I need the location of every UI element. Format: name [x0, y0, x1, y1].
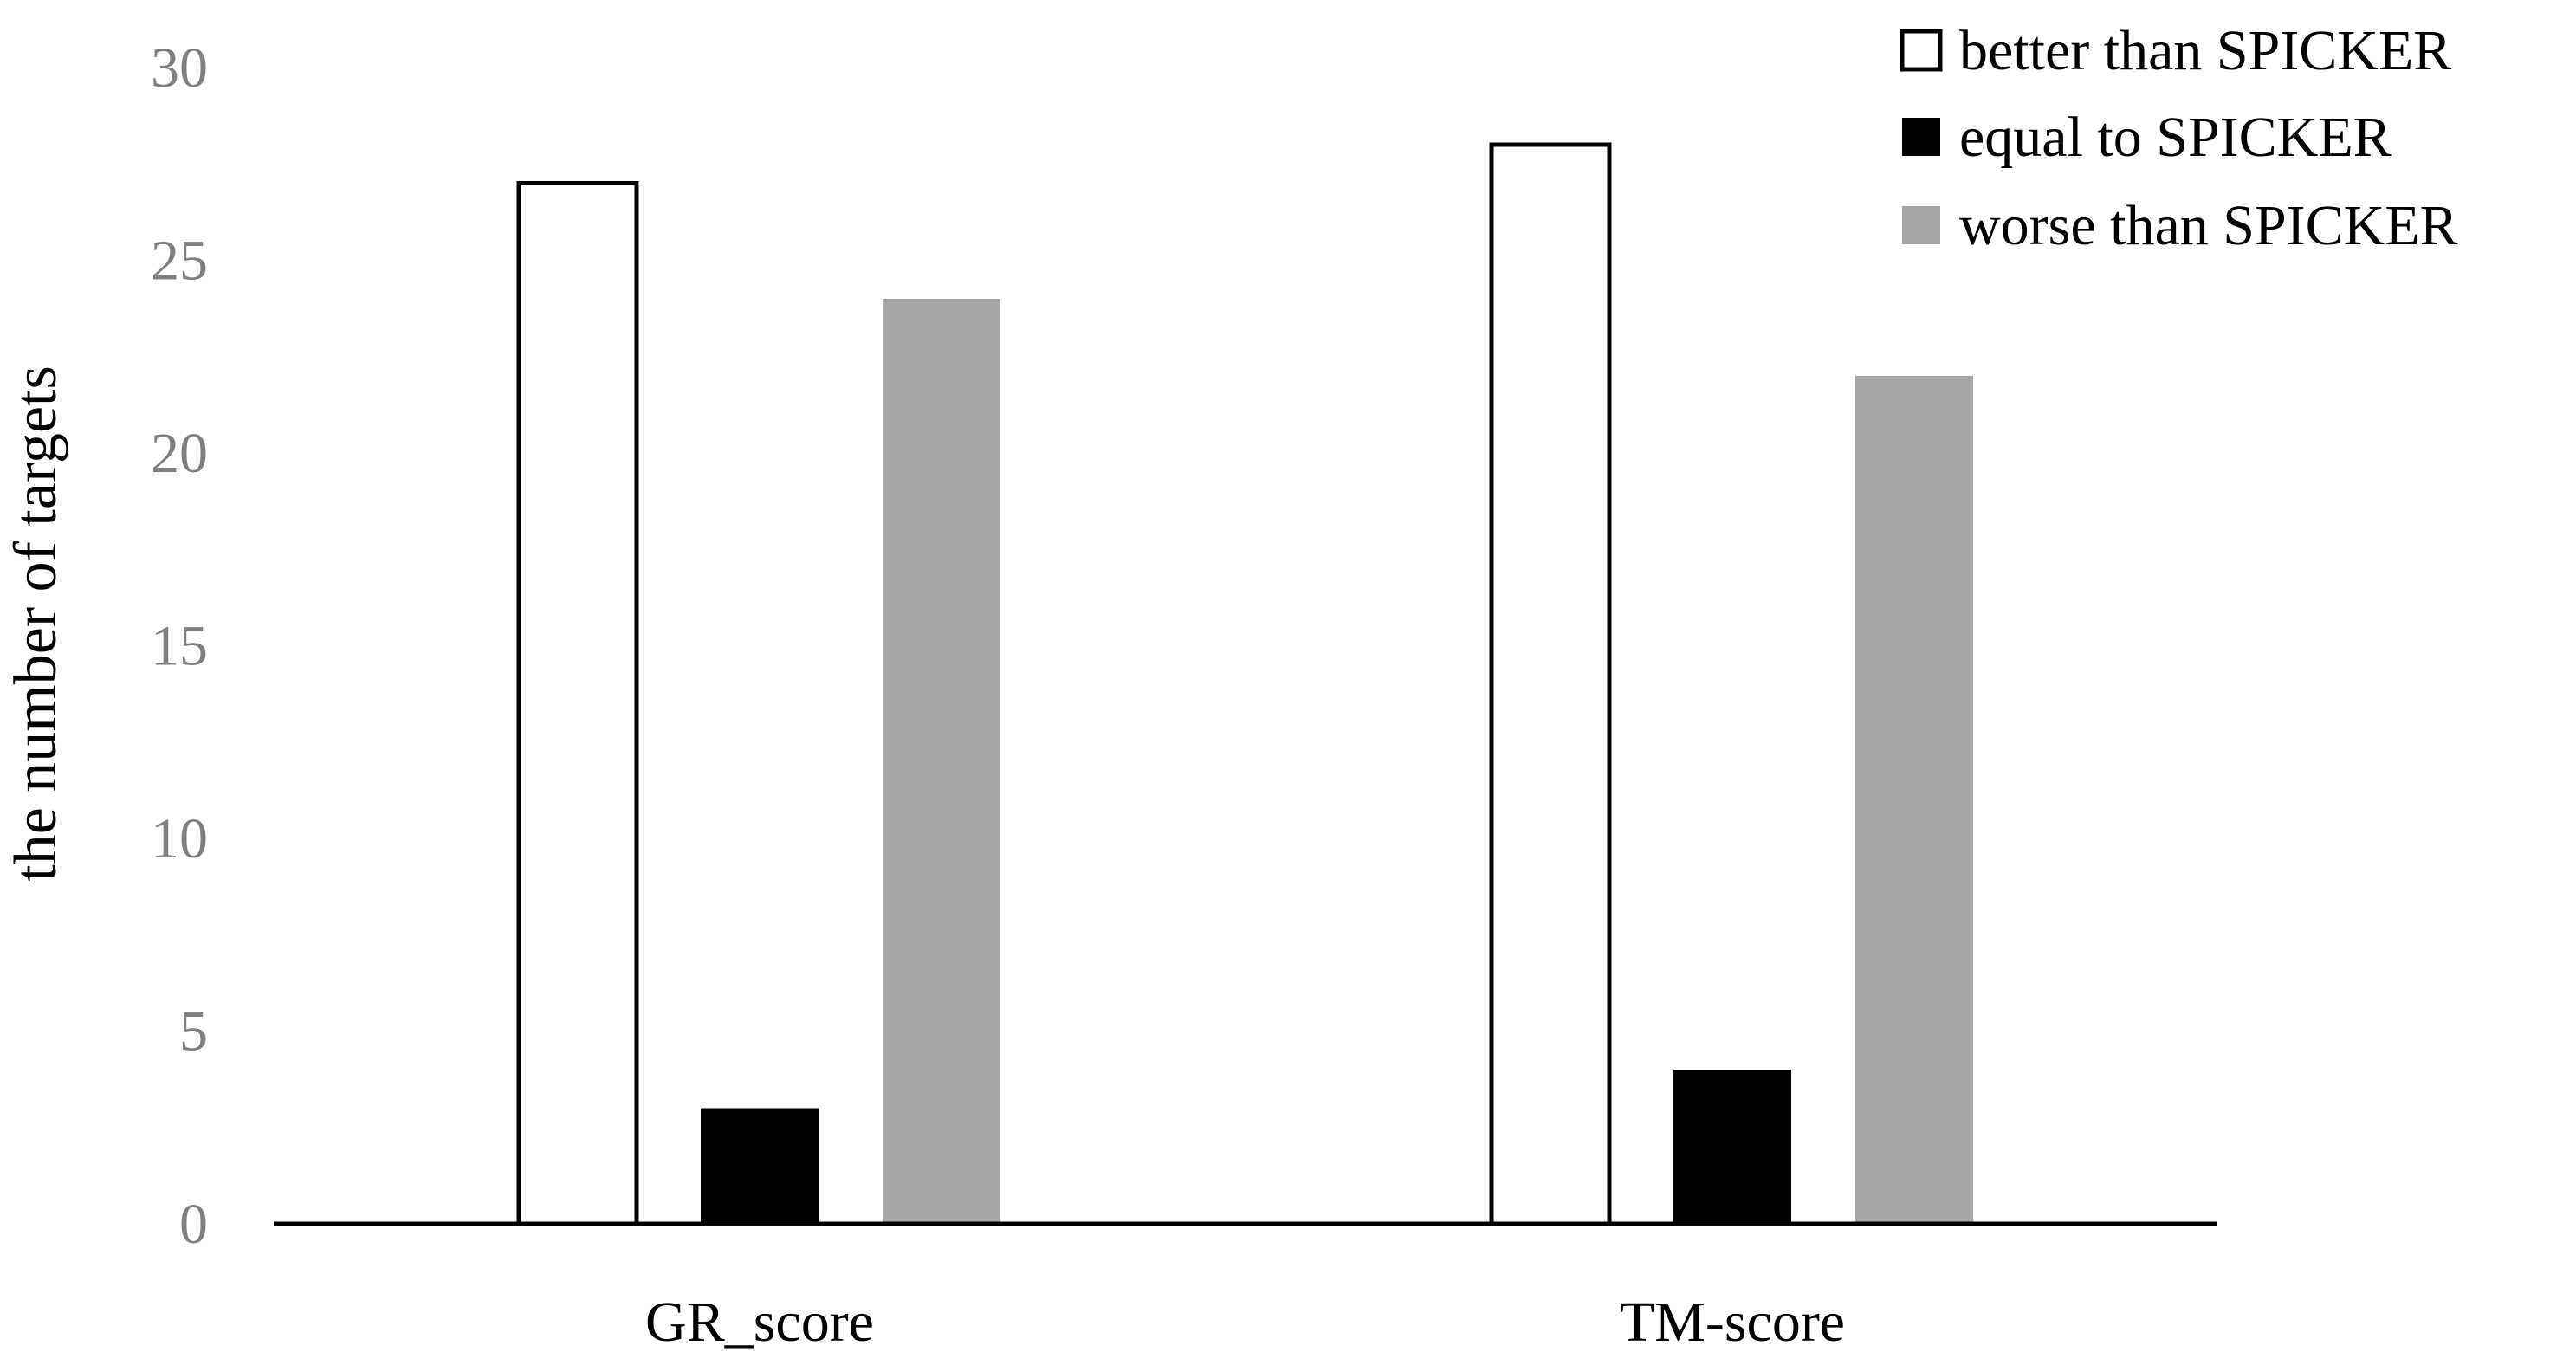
y-tick-label: 20	[151, 422, 208, 485]
y-tick-label: 15	[151, 615, 208, 678]
category-labels: GR_score TM-score	[645, 1291, 1845, 1354]
bars	[516, 142, 1973, 1226]
y-axis-ticks: 0 5 10 15 20 25 30	[151, 36, 208, 1256]
bar-GR_score-2	[883, 299, 1000, 1224]
bar-TM-score-2	[1855, 376, 1973, 1224]
y-axis-title: the number of targets	[3, 366, 69, 881]
bar-TM-score-1	[1673, 1070, 1791, 1224]
legend-swatch	[1900, 29, 1943, 72]
legend-label: equal to SPICKER	[1959, 106, 2392, 169]
bar-GR_score-0	[516, 181, 639, 1226]
x-category-label: GR_score	[645, 1291, 874, 1354]
x-category-label: TM-score	[1620, 1291, 1845, 1354]
legend: better than SPICKER equal to SPICKER worse…	[1900, 19, 2458, 257]
legend-swatch	[1902, 206, 1940, 244]
y-tick-label: 10	[151, 807, 208, 870]
y-tick-label: 5	[179, 1000, 208, 1064]
y-tick-label: 25	[151, 230, 208, 293]
y-tick-label: 30	[151, 36, 208, 100]
legend-label: better than SPICKER	[1959, 19, 2451, 82]
legend-label: worse than SPICKER	[1959, 194, 2458, 257]
legend-swatch	[1902, 118, 1940, 156]
bar-TM-score-0	[1489, 142, 1612, 1226]
y-tick-label: 0	[179, 1193, 208, 1256]
bar-GR_score-1	[701, 1108, 819, 1224]
